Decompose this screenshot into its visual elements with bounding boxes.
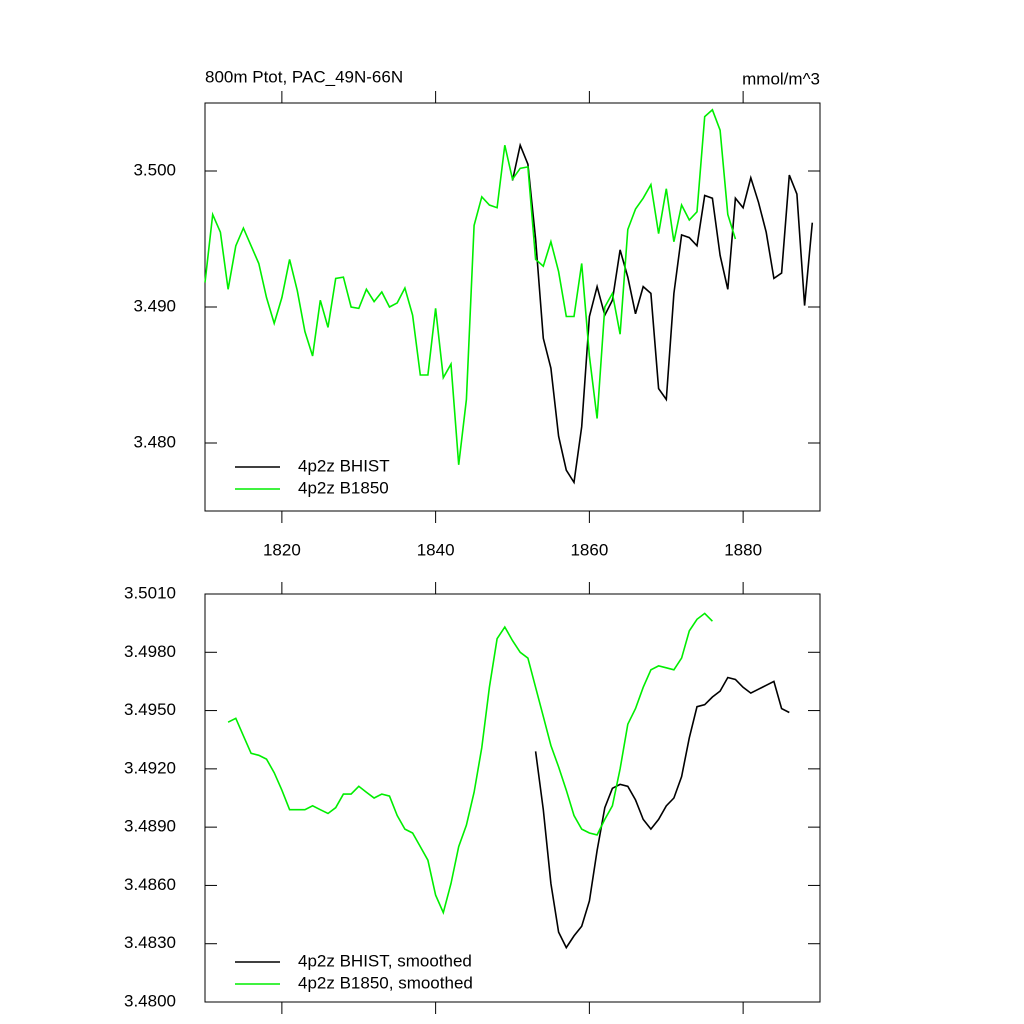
x-tick-label: 1840: [417, 540, 455, 559]
y-tick-label: 3.4860: [124, 875, 176, 894]
y-tick-label: 3.4890: [124, 817, 176, 836]
y-tick-label: 3.4830: [124, 933, 176, 952]
x-tick-label: 1860: [570, 540, 608, 559]
legend-label: 4p2z B1850: [298, 478, 389, 497]
x-tick-label: 1880: [724, 540, 762, 559]
legend-label: 4p2z B1850, smoothed: [298, 973, 473, 992]
chart-title: 800m Ptot, PAC_49N-66N: [205, 67, 403, 86]
units-label: mmol/m^3: [742, 69, 820, 88]
y-tick-label: 3.480: [133, 432, 176, 451]
y-tick-label: 3.500: [133, 160, 176, 179]
y-tick-label: 3.4980: [124, 642, 176, 661]
y-tick-label: 3.4950: [124, 700, 176, 719]
y-tick-label: 3.490: [133, 296, 176, 315]
y-tick-label: 3.4920: [124, 758, 176, 777]
y-tick-label: 3.5010: [124, 583, 176, 602]
y-tick-label: 3.4800: [124, 991, 176, 1010]
plot-frame: [204, 102, 821, 512]
plot-frame: [204, 593, 821, 1003]
data-line: [204, 108, 737, 465]
legend-label: 4p2z BHIST: [298, 456, 390, 475]
x-tick-label: 1820: [263, 540, 301, 559]
legend-label: 4p2z BHIST, smoothed: [298, 951, 472, 970]
data-line: [534, 676, 790, 950]
data-line: [227, 612, 713, 916]
data-line: [511, 142, 814, 485]
